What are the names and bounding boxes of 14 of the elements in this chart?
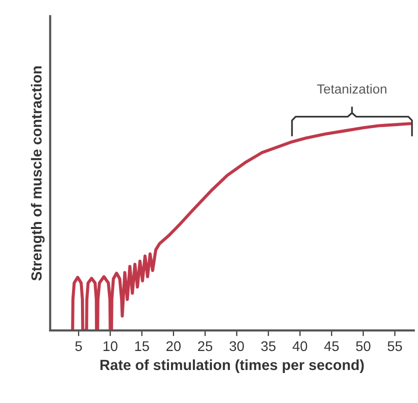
x-tick-label: 20 bbox=[166, 341, 181, 352]
text: Tetanization bbox=[317, 84, 386, 94]
x-tick-label: 45 bbox=[324, 341, 339, 352]
x-tick-label: 30 bbox=[230, 341, 244, 352]
x-tick-label: 5 bbox=[75, 341, 82, 352]
x-tick-label: 15 bbox=[135, 341, 150, 352]
x-axis-title: Rate of stimulation (times per second) bbox=[100, 359, 364, 373]
x-tick-label: 55 bbox=[388, 341, 402, 352]
x-tick-label: 25 bbox=[198, 341, 212, 352]
y-axis-title: Strength of muscle contraction bbox=[30, 66, 45, 281]
x-tick-label: 10 bbox=[104, 341, 118, 352]
x-tick-label: 50 bbox=[356, 341, 370, 352]
x-tick-label: 40 bbox=[292, 341, 308, 352]
x-tick-label: 35 bbox=[261, 341, 276, 352]
